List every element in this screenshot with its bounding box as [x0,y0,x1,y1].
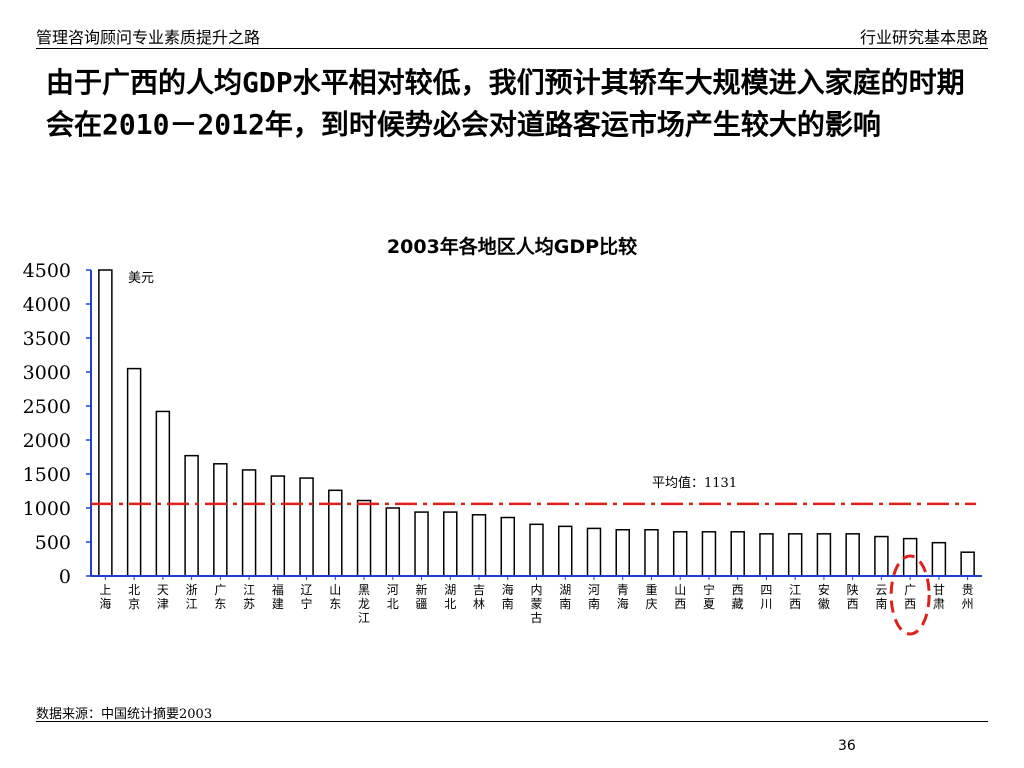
x-tick-label: 云南 [875,583,887,611]
bar [874,535,889,577]
footer-divider [36,721,988,722]
x-tick-label: 西藏 [732,583,744,611]
y-tick-label: 3000 [23,362,71,384]
gdp-bar-chart: 2003年各地区人均GDP比较 0 500 1000 1500 2000 2500 3000… [23,235,982,636]
x-tick-label: 安徽 [818,582,830,611]
bar [759,533,774,577]
bar [184,454,199,577]
header-left-title: 管理咨询顾问专业素质提升之路 [36,28,261,47]
bar [816,533,832,577]
x-tick-label: 辽宁 [301,583,313,611]
header-right-title: 行业研究基本思路 [859,28,988,47]
bar [787,533,803,577]
bar [960,551,975,577]
bar [931,541,947,577]
bar [241,469,257,577]
slide-title: 由于广西的人均GDP水平相对较低，我们预计其轿车大规模进入家庭的时期会在2010… [46,66,965,141]
bar [644,529,659,577]
y-tick-label: 1000 [23,498,71,520]
x-tick-label: 广西 [904,583,916,611]
highlight-circle [889,554,931,636]
x-tick-label: 湖北 [444,582,456,611]
bar [730,531,745,577]
x-tick-label: 甘肃 [933,583,945,611]
x-tick-label: 河北 [387,583,399,611]
x-tick-label: 青海 [617,583,629,611]
x-tick-label: 湖南 [559,582,571,611]
x-tick-label: 贵州 [962,583,974,611]
bar [500,516,516,577]
y-tick-label: 4500 [23,260,71,282]
x-tick-label: 吉林 [473,583,485,611]
bar [299,477,314,577]
bar [471,514,487,577]
x-tick-label: 天津 [157,583,169,611]
bar [557,525,573,577]
bar [672,531,688,577]
unit-label: 美元 [128,271,154,286]
x-tick-label: 四川 [760,583,772,611]
y-tick-label: 0 [59,566,71,588]
y-tick-label: 2000 [23,430,71,452]
bar [270,475,286,577]
x-tick-label: 浙江 [186,583,198,611]
bar [155,410,171,577]
x-tick-label: 宁夏 [703,582,715,611]
x-tick-label: 陕西 [847,582,859,611]
source-note: 数据来源：中国统计摘要2003 [36,707,213,722]
y-tick-label: 500 [35,532,71,554]
bar [529,523,544,577]
x-tick-label: 河南 [588,583,600,611]
bar [615,529,630,577]
x-tick-label: 海南 [502,582,514,611]
x-tick-label: 江苏 [243,583,255,611]
y-axis-ticks: 0 500 1000 1500 2000 2500 3000 3500 4000 4500 [23,260,91,588]
x-tick-label: 重庆 [645,583,657,611]
bar [126,367,142,577]
chart-title: 2003年各地区人均GDP比较 [387,235,637,258]
bar [414,511,429,577]
x-tick-label: 江西 [789,583,801,611]
bar [385,507,401,577]
y-tick-label: 2500 [23,396,71,418]
x-tick-label: 山西 [674,583,686,611]
bar [845,533,860,577]
y-tick-label: 1500 [23,464,71,486]
x-tick-label: 内蒙古 [530,583,542,625]
bar [356,499,372,577]
header-divider [36,48,988,49]
bar [701,531,717,577]
y-tick-label: 3500 [23,328,71,350]
bars [98,269,975,577]
x-tick-label: 北京 [128,583,140,611]
x-tick-label: 广东 [214,583,226,611]
x-tick-label: 福建 [272,582,284,611]
x-tick-label: 新疆 [416,582,428,611]
x-tick-label: 黑龙江 [358,583,370,625]
x-tick-label: 山东 [329,583,341,611]
bar [213,463,228,577]
average-label: 平均值：1131 [652,475,737,491]
x-tick-label: 上海 [99,583,111,611]
bar [98,269,113,577]
y-tick-label: 4000 [23,294,71,316]
bar [443,511,458,577]
page-number: 36 [838,738,856,754]
bar [586,527,602,577]
